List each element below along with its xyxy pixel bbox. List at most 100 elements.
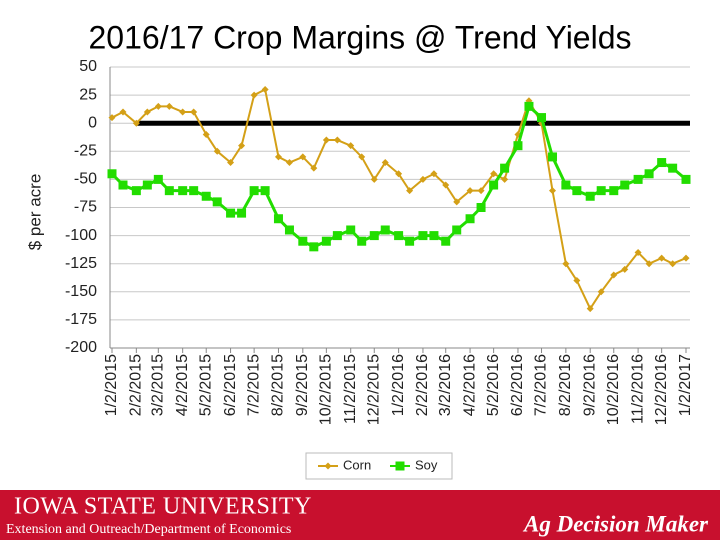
point <box>332 231 342 241</box>
point <box>548 152 558 162</box>
point <box>213 147 221 155</box>
y-tick-label: 25 <box>79 86 97 103</box>
point <box>645 260 653 268</box>
point <box>634 248 642 256</box>
x-tick-label: 2/2/2016 <box>414 354 431 416</box>
point <box>501 175 509 183</box>
point <box>249 186 259 196</box>
point <box>119 108 127 116</box>
point <box>118 180 128 190</box>
point <box>633 174 643 184</box>
point <box>668 163 678 173</box>
y-tick-label: -50 <box>74 171 97 188</box>
point <box>238 142 246 150</box>
point <box>596 186 606 196</box>
point <box>394 231 404 241</box>
point <box>490 170 498 178</box>
legend-label: Corn <box>343 457 371 472</box>
point <box>237 208 247 218</box>
university-name: Iowa State University <box>14 494 312 520</box>
point <box>347 142 355 150</box>
series-0 <box>108 85 690 313</box>
x-tick-label: 9/2/2016 <box>581 354 598 416</box>
y-tick-label: -25 <box>74 143 97 160</box>
x-tick-label: 5/2/2016 <box>485 354 502 416</box>
point <box>285 159 293 167</box>
unit-name: Extension and Outreach/Department of Eco… <box>6 522 291 537</box>
point <box>164 186 174 196</box>
point <box>562 260 570 268</box>
point <box>610 271 618 279</box>
x-tick-label: 7/2/2016 <box>533 354 550 416</box>
x-tick-label: 12/2/2016 <box>653 354 670 425</box>
point <box>370 175 378 183</box>
y-tick-label: -175 <box>65 311 97 328</box>
y-tick-label: -125 <box>65 255 97 272</box>
point <box>250 91 258 99</box>
point <box>524 101 534 111</box>
point <box>572 186 582 196</box>
brand: Ag Decision Maker <box>522 511 709 536</box>
point <box>179 108 187 116</box>
point <box>369 231 379 241</box>
point <box>452 225 462 235</box>
point <box>333 136 341 144</box>
point <box>226 208 236 218</box>
point <box>585 191 595 201</box>
x-tick-label: 3/2/2016 <box>437 354 454 416</box>
point <box>681 174 691 184</box>
x-tick-label: 6/2/2016 <box>509 354 526 416</box>
y-tick-label: -200 <box>65 339 97 356</box>
point <box>108 114 116 122</box>
point <box>202 130 210 138</box>
point <box>227 159 235 167</box>
legend: Corn Soy <box>318 457 438 472</box>
point <box>621 265 629 273</box>
point <box>346 225 356 235</box>
point <box>357 236 367 246</box>
point <box>489 180 499 190</box>
point <box>477 187 485 195</box>
point <box>274 153 282 161</box>
x-tick-label: 12/2/2015 <box>365 354 382 425</box>
point <box>405 236 415 246</box>
point <box>299 153 307 161</box>
plot: 50 25 0 -25 -50 -75 -100 -125 -150 -175 -200 1/2/20… <box>65 58 694 425</box>
point <box>380 225 390 235</box>
point <box>644 169 654 179</box>
point <box>429 231 439 241</box>
y-tick-label: -150 <box>65 283 97 300</box>
point <box>153 174 163 184</box>
point <box>273 214 283 224</box>
point <box>682 254 690 262</box>
point <box>476 203 486 212</box>
x-tick-label: 2/2/2015 <box>128 354 145 416</box>
point <box>441 236 451 246</box>
point <box>310 164 318 172</box>
y-tick-label: 50 <box>79 58 97 75</box>
point <box>395 170 403 178</box>
legend-label: Soy <box>415 457 438 472</box>
x-tick-label: 1/2/2016 <box>390 354 407 416</box>
point <box>620 180 630 190</box>
x-tick-label: 11/2/2015 <box>342 354 359 424</box>
x-tick-label: 8/2/2015 <box>270 354 287 416</box>
x-tick-label: 4/2/2015 <box>174 354 191 416</box>
point <box>358 153 366 161</box>
point <box>261 85 269 93</box>
point <box>189 186 199 196</box>
point <box>586 305 594 313</box>
y-tick-label: -100 <box>65 227 97 244</box>
y-axis-label: $ per acre <box>25 174 44 251</box>
point <box>142 180 152 190</box>
point <box>284 225 294 235</box>
point <box>465 214 475 224</box>
point <box>298 236 308 246</box>
point <box>322 136 330 144</box>
chart-title: 2016/17 Crop Margins @ Trend Yields <box>89 19 632 55</box>
x-tick-label: 10/2/2015 <box>318 354 335 425</box>
point <box>107 169 117 179</box>
x-tick-label: 1/2/2017 <box>677 354 694 416</box>
point <box>201 191 211 201</box>
